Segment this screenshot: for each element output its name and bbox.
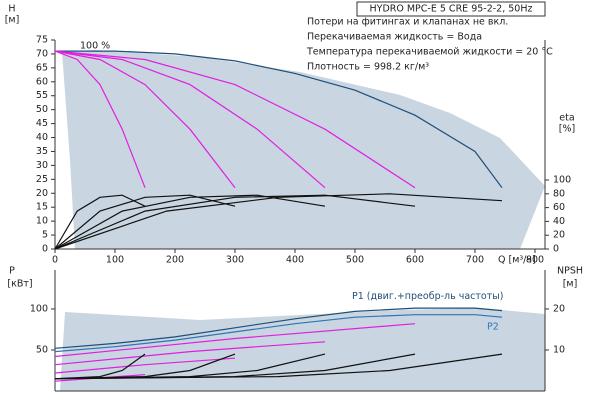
x-tick-label: 600 bbox=[406, 255, 424, 266]
y-tick-label: 20 bbox=[36, 188, 48, 199]
y-tick-label: 40 bbox=[36, 132, 48, 143]
x-tick-label: 800 bbox=[526, 255, 544, 266]
y2-tick-label: 80 bbox=[553, 188, 565, 199]
curve bbox=[54, 50, 146, 188]
y-tick-label: 65 bbox=[36, 62, 48, 73]
y2-unit: [м] bbox=[563, 279, 578, 290]
y-tick-label: 75 bbox=[36, 35, 48, 46]
x-tick-label: 300 bbox=[226, 255, 244, 266]
y-tick-label: 70 bbox=[36, 48, 48, 59]
x-tick-label: 0 bbox=[52, 255, 58, 266]
y2-tick-label: 20 bbox=[553, 303, 565, 314]
title-box bbox=[356, 1, 546, 17]
annotation: 100 % bbox=[80, 41, 110, 52]
curve bbox=[54, 194, 416, 250]
note: Перекачиваемая жидкость = Вода bbox=[307, 32, 482, 43]
y2-tick-label: 10 bbox=[553, 344, 565, 355]
curve bbox=[54, 194, 326, 250]
y2-label: eta bbox=[559, 113, 574, 124]
x-tick-label: 200 bbox=[166, 255, 184, 266]
y-tick-label: 25 bbox=[36, 174, 48, 185]
curve bbox=[55, 50, 503, 189]
y-tick-label: 100 bbox=[30, 303, 48, 314]
curve bbox=[54, 307, 503, 349]
y2-tick-label: 100 bbox=[553, 175, 571, 186]
curve bbox=[54, 353, 503, 380]
y2-unit: [%] bbox=[559, 124, 575, 135]
y-label: H bbox=[8, 4, 15, 15]
curve bbox=[54, 194, 236, 250]
y-tick-label: 35 bbox=[36, 146, 48, 157]
curve bbox=[54, 323, 416, 358]
y-tick-label: 10 bbox=[36, 216, 48, 227]
y-tick-label: 55 bbox=[36, 90, 48, 101]
y2-tick-label: 40 bbox=[553, 216, 565, 227]
y-tick-label: 30 bbox=[36, 160, 48, 171]
x-tick-label: 500 bbox=[346, 255, 364, 266]
y-tick-label: 5 bbox=[42, 230, 48, 241]
curve bbox=[54, 50, 326, 189]
y-tick-label: 50 bbox=[36, 344, 48, 355]
y-unit: [кВт] bbox=[7, 279, 32, 290]
x-tick-label: 700 bbox=[466, 255, 484, 266]
curve bbox=[54, 50, 416, 189]
curve bbox=[54, 194, 146, 250]
y2-tick-label: 60 bbox=[553, 202, 565, 213]
y-tick-label: 60 bbox=[36, 76, 48, 87]
y2-tick-label: 0 bbox=[553, 244, 559, 255]
operating-area bbox=[60, 308, 545, 391]
y2-label: NPSH bbox=[557, 266, 583, 277]
axes bbox=[54, 40, 546, 250]
note: Плотность = 998.2 кг/м³ bbox=[307, 62, 429, 73]
chart-title: HYDRO MPC-E 5 CRE 95-2-2, 50Hz bbox=[370, 4, 533, 15]
y-label: P bbox=[9, 266, 15, 277]
curve bbox=[54, 341, 326, 366]
x-tick-label: 100 bbox=[106, 255, 124, 266]
curve bbox=[54, 193, 503, 250]
curve bbox=[54, 314, 503, 353]
series-label: P1 (двиг.+преобр-ль частоты) bbox=[352, 291, 503, 302]
axes bbox=[54, 270, 546, 392]
x-label: Q [м³/ч] bbox=[498, 255, 536, 266]
series-label: P2 bbox=[487, 322, 499, 333]
curve bbox=[54, 50, 236, 189]
y-tick-label: 45 bbox=[36, 118, 48, 129]
y-tick-label: 0 bbox=[42, 244, 48, 255]
y-tick-label: 50 bbox=[36, 104, 48, 115]
note: Температура перекачиваемой жидкости = 20… bbox=[306, 47, 553, 58]
y-unit: [м] bbox=[5, 15, 20, 26]
note: Потери на фитингах и клапанах не вкл. bbox=[307, 17, 508, 28]
y2-tick-label: 20 bbox=[553, 230, 565, 241]
y-tick-label: 15 bbox=[36, 202, 48, 213]
x-tick-label: 400 bbox=[286, 255, 304, 266]
curve bbox=[54, 357, 236, 374]
